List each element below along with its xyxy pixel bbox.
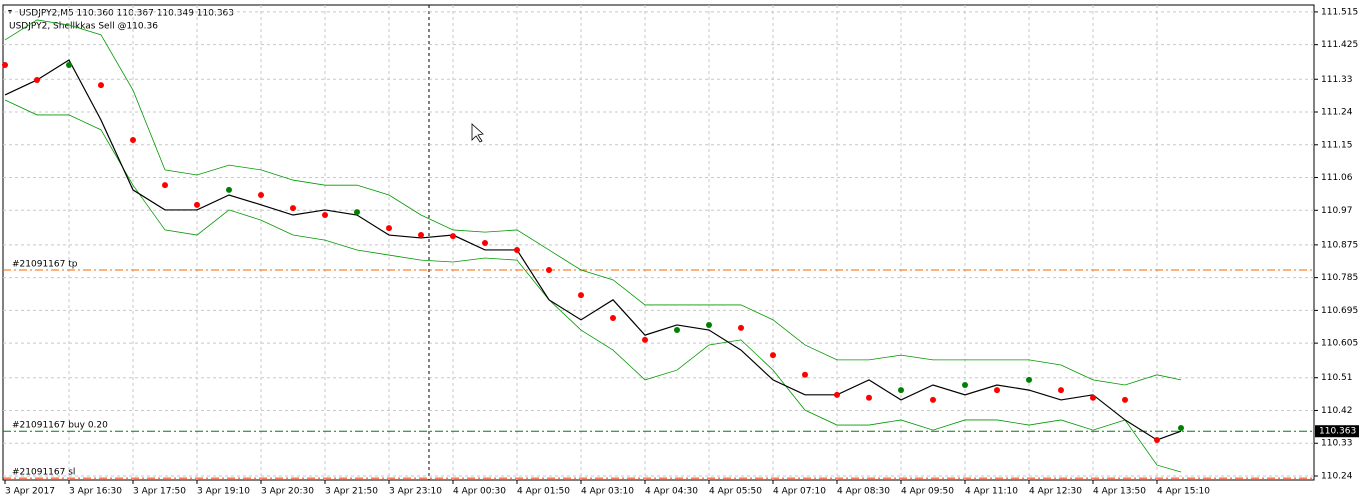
x-tick-label: 3 Apr 2017 [5,487,55,497]
upper-band [4,19,1182,386]
x-tick-label: 3 Apr 20:30 [261,487,314,497]
x-tick-label: 4 Apr 11:10 [965,487,1018,497]
x-tick-label: 3 Apr 21:50 [325,487,378,497]
y-tick-label: 110.42 [1321,406,1353,416]
y-tick-label: 111.515 [1321,7,1358,17]
x-tick-label: 3 Apr 19:10 [197,487,250,497]
ma-dot [1058,387,1064,394]
ma-dot [418,232,424,239]
ma-dot [802,371,808,378]
ma-dot [482,240,488,247]
ma-dot [930,396,936,403]
y-tick-label: 110.33 [1321,439,1353,449]
ma-dot [770,352,776,359]
ma-dot [1154,436,1160,443]
y-tick-label: 110.51 [1321,373,1353,383]
chart-subtitle: USDJPY2, Shellkkas Sell @110.36 [9,22,158,32]
ma-dot [194,201,200,208]
ma-dot [706,321,712,328]
x-tick-label: 4 Apr 15:10 [1157,487,1210,497]
ma-dot [578,292,584,299]
ma-dot [98,82,104,89]
chart-title: USDJPY2,M5 110.360 110.367 110.349 110.3… [19,9,234,19]
ma-dot [258,192,264,198]
x-tick-label: 4 Apr 09:50 [901,487,954,497]
order-label: #21091167 sl [12,468,75,478]
order-label: #21091167 tp [12,259,78,269]
ma-dot [450,233,456,240]
y-tick-label: 111.425 [1321,40,1358,50]
ma-dot [386,225,392,232]
plot-frame [2,4,1315,481]
ma-dot [514,246,520,253]
y-tick-label: 111.15 [1321,140,1353,150]
x-tick-label: 3 Apr 17:50 [133,487,186,497]
y-tick-label: 110.785 [1321,273,1358,283]
ma-dot [834,391,840,398]
ma-dot [354,209,360,216]
ma-dot [2,62,8,69]
y-tick-label: 110.605 [1321,339,1358,349]
cursor [471,123,484,143]
ma-dot [610,315,616,322]
y-tick-label: 111.33 [1321,75,1353,85]
y-tick-label: 110.695 [1321,306,1358,316]
ma-dot [34,76,40,83]
ma-dot [1090,394,1096,401]
ma-dot [962,382,968,388]
ma-dot [1178,424,1184,431]
ma-dot [226,186,232,193]
ma-dot [66,62,72,69]
ma-dot [642,336,648,343]
y-tick-label: 110.97 [1321,206,1353,216]
ma-dot [162,182,168,189]
ma-dot [866,394,872,401]
y-tick-label: 111.06 [1321,173,1353,183]
order-label: #21091167 buy 0.20 [12,421,108,431]
price-label: 110.363 [1319,427,1356,437]
x-tick-label: 4 Apr 05:50 [709,487,762,497]
x-tick-label: 4 Apr 12:30 [1029,487,1082,497]
x-tick-label: 4 Apr 01:50 [517,487,570,497]
ma-dot [546,266,552,273]
x-tick-label: 3 Apr 23:10 [389,487,442,497]
x-tick-label: 4 Apr 03:10 [581,487,634,497]
y-tick-label: 110.24 [1321,471,1353,481]
price-box [1315,425,1359,438]
ma-dot [1026,376,1032,383]
ma-dot [898,387,904,394]
y-tick-label: 110.875 [1321,240,1358,250]
x-tick-label: 4 Apr 07:10 [773,487,826,497]
ma-dot [674,327,680,334]
ma-dot [1122,396,1128,403]
ma-dot [290,205,296,212]
x-tick-label: 4 Apr 00:30 [453,487,506,497]
ma-dot [322,212,328,219]
ma-dot [994,387,1000,394]
lower-band [4,99,1182,473]
y-tick-label: 111.24 [1321,108,1353,118]
x-tick-label: 4 Apr 04:30 [645,487,698,497]
x-tick-label: 4 Apr 13:50 [1093,487,1146,497]
price-line [4,59,1182,441]
ma-dot [738,324,744,331]
x-tick-label: 3 Apr 16:30 [69,487,122,497]
ma-dot [130,137,136,144]
x-tick-label: 4 Apr 08:30 [837,487,890,497]
